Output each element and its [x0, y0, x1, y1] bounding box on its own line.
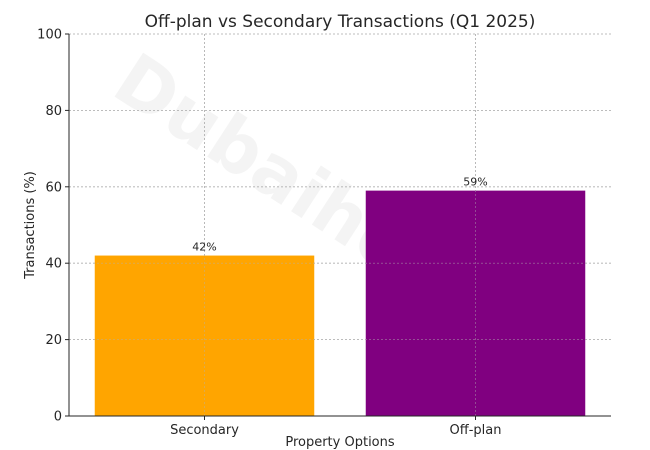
bar-layer	[69, 33, 611, 417]
y-tick-label: 60	[45, 180, 62, 195]
y-tick-label: 40	[45, 257, 62, 272]
y-axis-label: Transactions (%)	[23, 171, 38, 280]
y-tick-label: 0	[54, 410, 62, 425]
y-tick-label: 80	[45, 104, 62, 119]
chart-title: Off-plan vs Secondary Transactions (Q1 2…	[145, 12, 536, 32]
axis-layer	[65, 33, 611, 420]
y-tick-label: 100	[37, 28, 62, 43]
x-tick-label: Secondary	[170, 423, 239, 438]
x-tick-label: Off-plan	[450, 423, 502, 438]
y-tick-label: 20	[45, 333, 62, 348]
label-layer: 0 20 40 60 80 100 42% 59% Secondary Off-plan	[37, 28, 501, 439]
x-axis-label: Property Options	[285, 435, 395, 450]
bar-value-label: 59%	[463, 176, 487, 189]
bar-value-label: 42%	[192, 241, 216, 254]
